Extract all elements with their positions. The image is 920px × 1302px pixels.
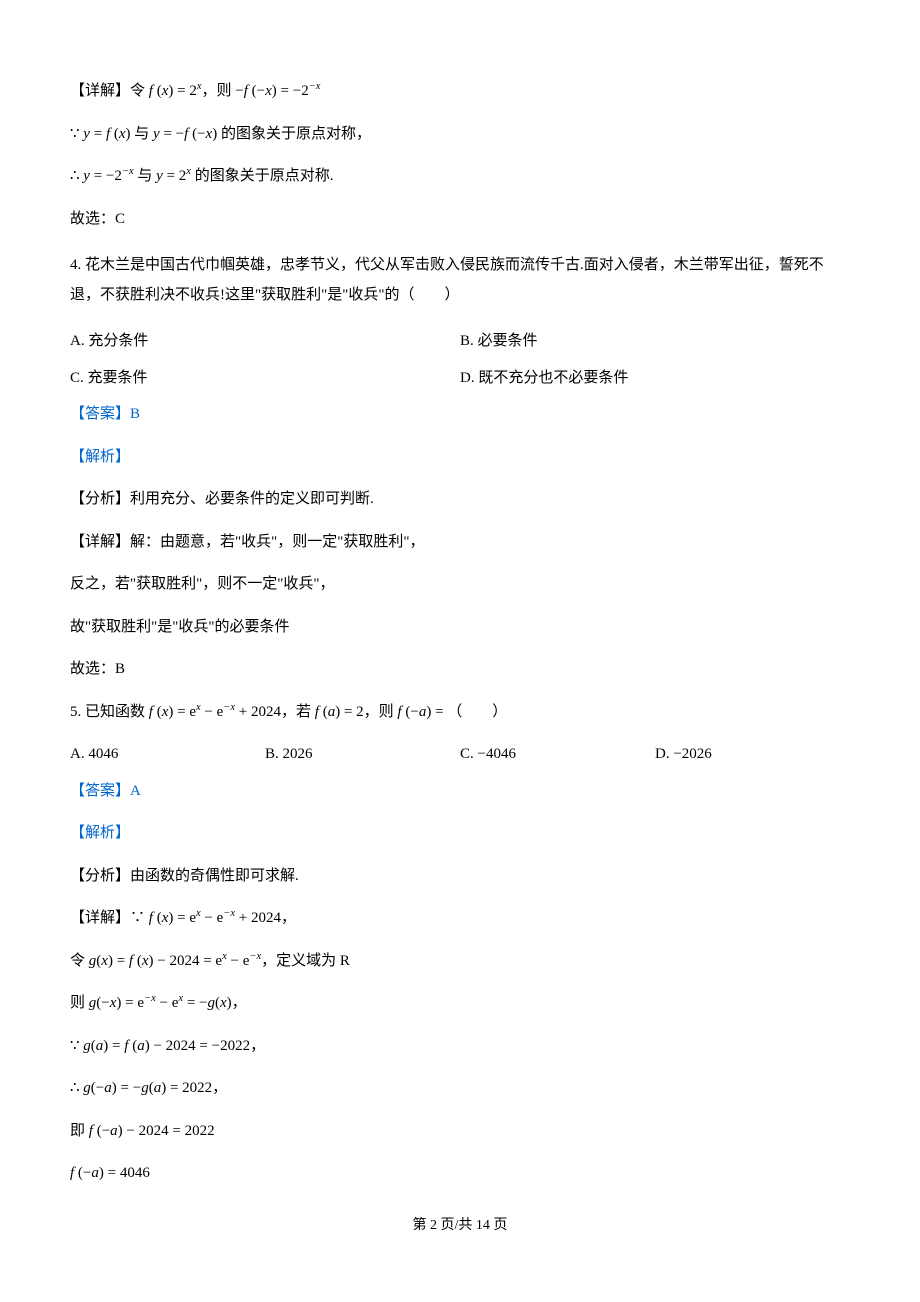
analysis-line: 【解析】 [70, 446, 850, 469]
math-expr: g(−x) = e−x − ex = −g(x) [89, 995, 232, 1011]
text: ，定义域为 [261, 953, 336, 969]
text: 与 [131, 126, 154, 142]
text: ， [232, 995, 247, 1011]
text: 令 [70, 953, 89, 969]
math-expr: g(a) = f (a) − 2024 = −2022 [83, 1038, 250, 1054]
options-row-1: A. 充分条件 B. 必要条件 [70, 330, 850, 353]
text: 5. 已知函数 [70, 704, 149, 720]
text: ， [281, 910, 296, 926]
text: ，则 [364, 704, 398, 720]
page-footer: 第 2 页/共 14 页 [70, 1215, 850, 1236]
math-expr: y = −f (−x) [153, 126, 217, 142]
detail-line: 即 f (−a) − 2024 = 2022 [70, 1120, 850, 1143]
text: 的图象关于原点对称， [217, 126, 371, 142]
option-a: A. 充分条件 [70, 330, 460, 353]
text: ，则 [202, 83, 236, 99]
answer-text: 【答案】B [70, 406, 140, 422]
option-d: D. −2026 [655, 743, 850, 766]
options-row-q5: A. 4046 B. 2026 C. −4046 D. −2026 [70, 743, 850, 766]
option-text: C. 充要条件 [70, 370, 148, 386]
fenxi-text: 【分析】由函数的奇偶性即可求解. [70, 868, 299, 884]
fenxi-line: 【分析】由函数的奇偶性即可求解. [70, 865, 850, 888]
line-2: ∵ y = f (x) 与 y = −f (−x) 的图象关于原点对称， [70, 123, 850, 146]
fenxi-line: 【分析】利用充分、必要条件的定义即可判断. [70, 488, 850, 511]
option-text: C. −4046 [460, 746, 516, 762]
math-expr: y = 2x [156, 168, 191, 184]
question-5: 5. 已知函数 f (x) = ex − e−x + 2024，若 f (a) … [70, 701, 850, 724]
text: 则 [70, 995, 89, 1011]
math-expr: f (x) = ex − e−x + 2024 [149, 910, 281, 926]
text: ， [250, 1038, 265, 1054]
choice-line: 故选：C [70, 208, 850, 231]
detail-line: f (−a) = 4046 [70, 1162, 850, 1185]
question-4: 4. 花木兰是中国古代巾帼英雄，忠孝节义，代父从军击败入侵民族而流传千古.面对入… [70, 250, 850, 310]
math-expr: y = f (x) [83, 126, 130, 142]
analysis-line: 【解析】 [70, 822, 850, 845]
text: 【详解】令 [70, 83, 149, 99]
option-text: B. 必要条件 [460, 333, 538, 349]
math-expr: −f (−x) = −2−x [235, 83, 320, 99]
option-d: D. 既不充分也不必要条件 [460, 367, 850, 390]
text: ∵ [70, 126, 83, 142]
line-3: ∴ y = −2−x 与 y = 2x 的图象关于原点对称. [70, 165, 850, 188]
math-expr: f (a) = 2 [315, 704, 364, 720]
footer-text: 第 2 页/共 14 页 [413, 1218, 508, 1233]
options-row-2: C. 充要条件 D. 既不充分也不必要条件 [70, 367, 850, 390]
detail-line: 则 g(−x) = e−x − ex = −g(x)， [70, 992, 850, 1015]
detail-line: 故"获取胜利"是"收兵"的必要条件 [70, 616, 850, 639]
text: ， [212, 1080, 227, 1096]
option-b: B. 2026 [265, 743, 460, 766]
option-text: B. 2026 [265, 746, 313, 762]
detail-line: 令 g(x) = f (x) − 2024 = ex − e−x，定义域为 R [70, 950, 850, 973]
text: 的图象关于原点对称. [191, 168, 334, 184]
option-text: D. 既不充分也不必要条件 [460, 370, 628, 386]
answer-line: 【答案】B [70, 403, 850, 426]
detail-line: 【详解】解：由题意，若"收兵"，则一定"获取胜利"， [70, 531, 850, 554]
math-expr: f (x) = 2x [149, 83, 202, 99]
math-expr: g(−a) = −g(a) = 2022 [83, 1080, 212, 1096]
question-text: 4. 花木兰是中国古代巾帼英雄，忠孝节义，代父从军击败入侵民族而流传千古.面对入… [70, 257, 824, 303]
text: ∴ [70, 168, 83, 184]
text: （ ） [447, 704, 507, 720]
math-expr: y = −2−x [83, 168, 133, 184]
answer-line: 【答案】A [70, 780, 850, 803]
choice-text: 故选：C [70, 211, 125, 227]
math-expr: R [336, 953, 350, 969]
choice-line: 故选：B [70, 658, 850, 681]
choice-text: 故选：B [70, 661, 125, 677]
option-a: A. 4046 [70, 743, 265, 766]
math-expr: f (−a) = 4046 [70, 1165, 150, 1181]
detail-text: 【详解】解：由题意，若"收兵"，则一定"获取胜利"， [70, 534, 425, 550]
math-expr: f (−a) = [397, 704, 443, 720]
detail-line: 【详解】∵ f (x) = ex − e−x + 2024， [70, 907, 850, 930]
text: ，若 [281, 704, 315, 720]
detail-line-1: 【详解】令 f (x) = 2x，则 −f (−x) = −2−x [70, 80, 850, 103]
text: 【详解】∵ [70, 910, 149, 926]
text: 与 [134, 168, 157, 184]
option-c: C. 充要条件 [70, 367, 460, 390]
answer-text: 【答案】A [70, 783, 141, 799]
detail-text: 反之，若"获取胜利"，则不一定"收兵"， [70, 576, 335, 592]
option-text: A. 充分条件 [70, 333, 148, 349]
detail-line: ∴ g(−a) = −g(a) = 2022， [70, 1077, 850, 1100]
analysis-text: 【解析】 [70, 449, 130, 465]
text: ∵ [70, 1038, 83, 1054]
math-expr: g(x) = f (x) − 2024 = ex − e−x [89, 953, 261, 969]
option-c: C. −4046 [460, 743, 655, 766]
math-expr: f (x) = ex − e−x + 2024 [149, 704, 281, 720]
option-text: A. 4046 [70, 746, 118, 762]
option-text: D. −2026 [655, 746, 712, 762]
detail-text: 故"获取胜利"是"收兵"的必要条件 [70, 619, 290, 635]
option-b: B. 必要条件 [460, 330, 850, 353]
text: 即 [70, 1123, 89, 1139]
text: ∴ [70, 1080, 83, 1096]
analysis-text: 【解析】 [70, 825, 130, 841]
detail-line: 反之，若"获取胜利"，则不一定"收兵"， [70, 573, 850, 596]
fenxi-text: 【分析】利用充分、必要条件的定义即可判断. [70, 491, 374, 507]
math-expr: f (−a) − 2024 = 2022 [89, 1123, 215, 1139]
detail-line: ∵ g(a) = f (a) − 2024 = −2022， [70, 1035, 850, 1058]
